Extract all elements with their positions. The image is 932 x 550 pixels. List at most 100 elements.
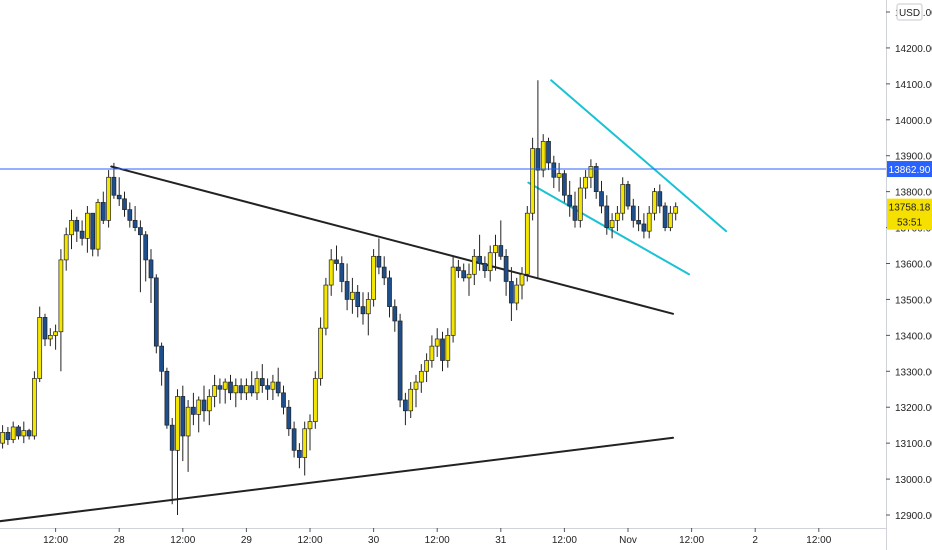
candle-body-up [254,378,260,394]
candle [21,421,27,444]
candle-body-down [127,209,133,221]
candle-body-down [572,205,578,221]
candle [254,371,260,401]
candle [244,378,249,401]
x-tick-label: 30 [368,535,380,546]
candle [519,267,525,300]
candle-body-down [397,320,403,401]
last-price-box [887,198,932,230]
candle-body-up [318,327,323,379]
candle [74,216,80,242]
candle-body-down [498,245,504,257]
candle [259,364,265,393]
candle [307,414,313,451]
candle-body-down [599,191,604,207]
candle-body-down [90,212,96,250]
y-tick-label: 12900.00 [895,511,932,522]
x-tick-label: 12:00 [297,535,322,546]
currency-badge-box [896,3,923,21]
candle-body-down [657,191,663,207]
candle [318,317,323,386]
plot-area[interactable] [0,79,886,523]
candle [620,177,626,221]
trendline-upper-resistance[interactable] [110,165,675,315]
candle [106,170,111,228]
candle [604,195,610,235]
candle-body-down [604,205,610,228]
currency-label: USD [899,8,920,19]
x-tick-label: 28 [114,535,126,546]
candle [498,220,504,260]
candle [302,421,308,476]
candle-body-down [138,227,143,236]
candle-body-down [403,399,408,412]
candle-body-down [387,277,392,307]
candle [408,382,414,418]
candle [10,421,16,444]
x-tick-label: 12:00 [806,535,831,546]
candle-body-up [328,259,334,286]
x-tick-label: 29 [241,535,253,546]
candle-body-up [58,259,64,333]
candle-body-up [47,335,53,340]
currency-badge[interactable]: USD [896,3,923,21]
y-tick-label: 13300.00 [895,367,932,378]
candle [588,159,594,189]
candle-body-down [281,392,286,408]
candle-body-down [265,385,270,390]
trendline-channel-top[interactable] [550,79,728,233]
candle-body-up [418,370,424,383]
candle [180,385,186,462]
candle [116,177,122,207]
price-badges: USD 13862.90 13758.18 53:51 [887,3,932,230]
candle [387,270,392,318]
candle [641,213,647,239]
candle [69,209,74,250]
candle [0,425,5,449]
candle-body-down [100,202,106,221]
time-axis[interactable]: 12:00 28 12:00 29 12:00 30 12:00 31 12:00 Nov 12:0… [43,528,832,546]
candle [47,328,53,347]
candle-body-down [567,194,573,207]
candle [169,417,175,505]
candle-body-up [175,396,180,451]
candle-body-up [323,284,329,329]
candle-body-up [350,291,355,300]
candle-body-down [191,406,196,415]
candle [265,378,270,401]
candle-body-up [519,273,525,286]
candle-body-down [593,166,599,192]
candle [540,134,546,178]
hline-price-box [887,161,932,178]
candle [185,400,191,472]
candle-body-up [514,284,520,304]
candle-body-up [652,191,657,214]
candle-body-up [222,381,228,390]
candle-body-up [185,406,191,437]
candle [127,202,133,228]
candle [228,374,233,401]
candle [546,137,551,171]
candle-body-up [471,255,477,275]
trendline-lower-support[interactable] [0,436,675,523]
candle-body-up [307,421,313,430]
candle-body-down [201,399,207,412]
candle [85,206,90,253]
candle-body-up [371,255,376,300]
candle-body-down [625,184,631,207]
candle [360,292,366,325]
candle [376,238,382,275]
candle-body-up [466,273,472,279]
candle-body-down [641,223,647,232]
candle-body-down [238,385,244,394]
candle-body-up [69,220,74,236]
candle [275,367,281,397]
candle [429,335,435,368]
candle [122,191,127,217]
candle [291,421,297,458]
candle-body-down [334,259,339,264]
candle-body-down [169,424,175,451]
trendline-channel-bottom[interactable] [527,181,690,276]
price-axis[interactable]: 12900.00 13000.00 13100.00 13200.00 13300.00… [886,8,932,522]
